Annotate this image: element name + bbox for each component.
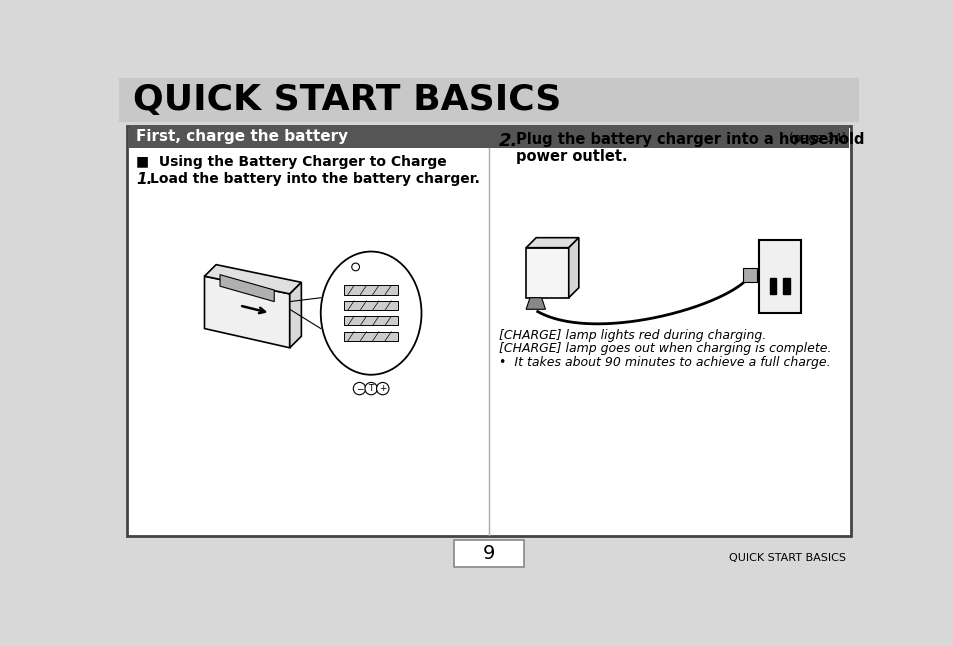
Polygon shape: [220, 275, 274, 302]
Polygon shape: [204, 276, 290, 348]
Text: First, charge the battery: First, charge the battery: [136, 129, 348, 144]
Polygon shape: [290, 282, 301, 348]
Polygon shape: [204, 265, 301, 294]
Bar: [344, 286, 397, 295]
Bar: [525, 247, 568, 298]
Text: power outlet.: power outlet.: [516, 149, 627, 164]
Bar: [129, 126, 848, 147]
Text: [CHARGE] lamp lights red during charging.: [CHARGE] lamp lights red during charging…: [498, 329, 765, 342]
Text: (page 34): (page 34): [788, 132, 845, 145]
Polygon shape: [525, 238, 578, 247]
Circle shape: [353, 382, 365, 395]
Text: [CHARGE] lamp goes out when charging is complete.: [CHARGE] lamp goes out when charging is …: [498, 342, 831, 355]
Text: +: +: [378, 384, 386, 393]
Polygon shape: [525, 298, 545, 309]
Text: 1.: 1.: [136, 172, 152, 187]
Bar: [119, 78, 858, 122]
Bar: [344, 331, 397, 341]
Text: −: −: [355, 384, 363, 393]
Text: 9: 9: [482, 544, 495, 563]
Text: 2.: 2.: [498, 132, 517, 150]
Text: T: T: [368, 384, 374, 393]
Text: •  It takes about 90 minutes to achieve a full charge.: • It takes about 90 minutes to achieve a…: [498, 356, 830, 370]
Bar: [782, 278, 789, 294]
Ellipse shape: [320, 251, 421, 375]
Polygon shape: [568, 238, 578, 298]
Text: QUICK START BASICS: QUICK START BASICS: [133, 83, 561, 117]
Text: QUICK START BASICS: QUICK START BASICS: [728, 553, 845, 563]
Text: Load the battery into the battery charger.: Load the battery into the battery charge…: [150, 172, 479, 186]
Bar: [769, 278, 776, 294]
Bar: [454, 539, 523, 567]
Circle shape: [365, 382, 377, 395]
Bar: [344, 301, 397, 310]
Bar: [758, 240, 801, 313]
Circle shape: [376, 382, 389, 395]
Bar: [344, 317, 397, 326]
Text: Plug the battery charger into a household: Plug the battery charger into a househol…: [516, 132, 863, 147]
Bar: [127, 126, 850, 536]
Text: ■  Using the Battery Charger to Charge: ■ Using the Battery Charger to Charge: [136, 155, 447, 169]
Bar: [742, 269, 757, 282]
Circle shape: [352, 263, 359, 271]
